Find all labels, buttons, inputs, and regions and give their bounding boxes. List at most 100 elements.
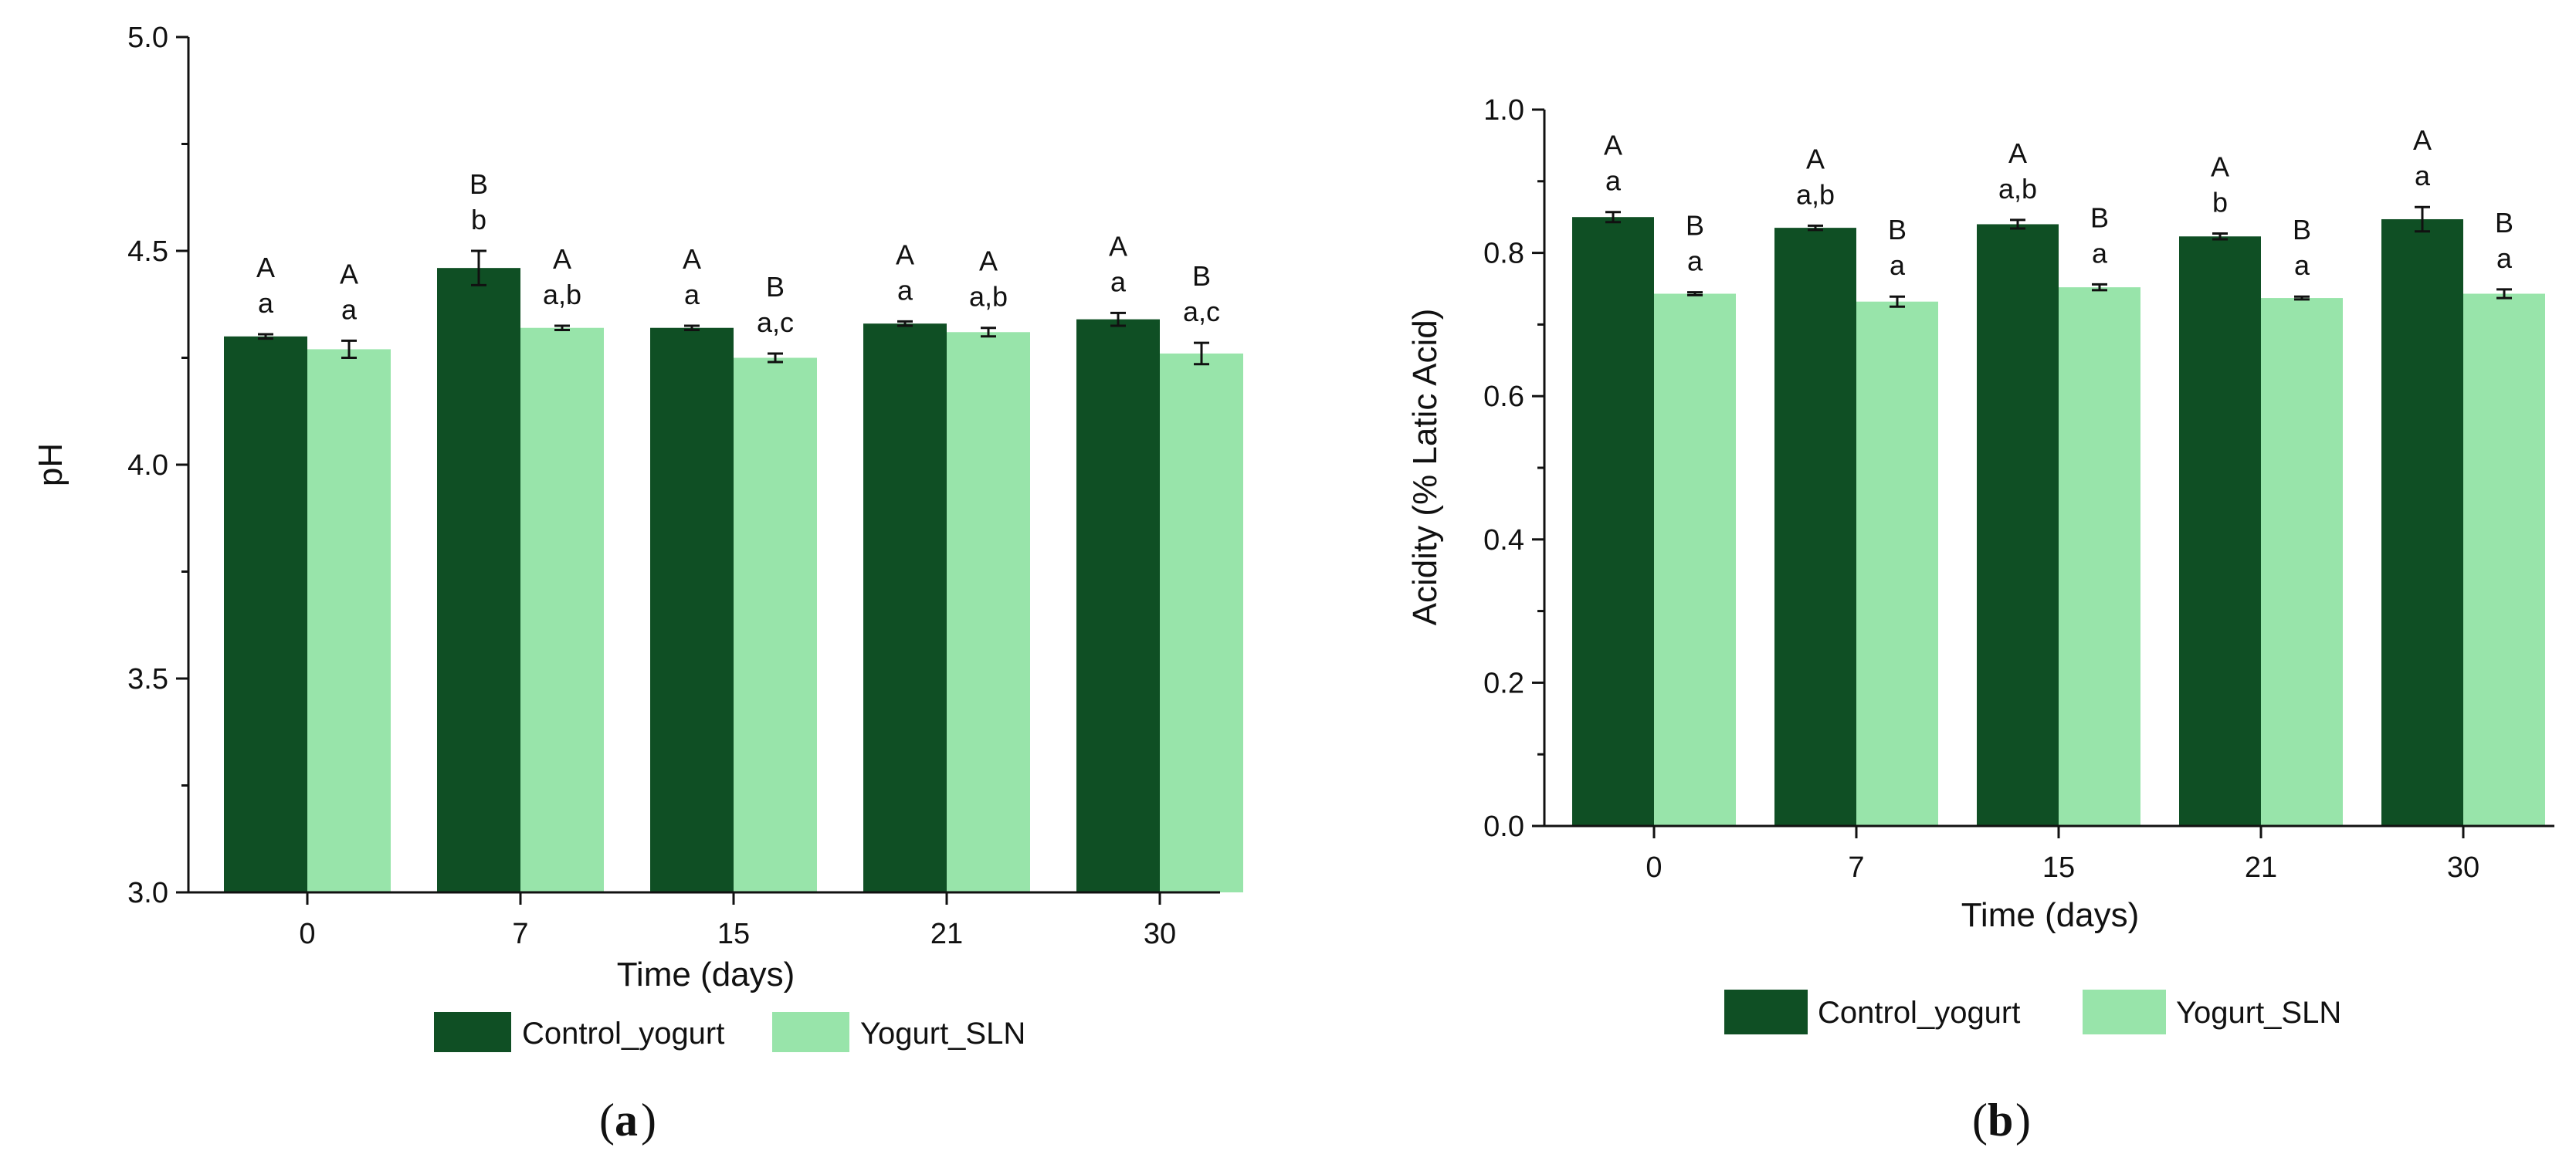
error-bar-control-day-21: [897, 320, 913, 327]
svg-text:): ): [2015, 1095, 2031, 1146]
sig-upper-sln-day-7: B: [1888, 214, 1907, 245]
panel-label-a: ( a ): [599, 1095, 656, 1146]
x-tick-label: 0: [1646, 851, 1662, 884]
sig-lower-sln-day-0: a: [1687, 245, 1703, 277]
sig-upper-control-day-7: A: [1806, 143, 1825, 174]
sig-lower-control-day-7: a,b: [1796, 178, 1835, 210]
sig-lower-control-day-30: a: [2415, 160, 2431, 191]
bar-control-day-15: [1977, 224, 2059, 827]
error-bar-sln-day-21: [2294, 295, 2310, 301]
sig-upper-sln-day-0: A: [340, 258, 358, 289]
axes-ph: 3.0 3.5 4.0 4.5 5.0 0 7 15 21 30: [127, 22, 1220, 950]
error-bar-control-day-0: [258, 333, 273, 340]
sig-lower-control-day-7: b: [471, 204, 486, 235]
legend-ph: Control_yogurt Yogurt_SLN: [434, 1012, 1025, 1052]
sig-upper-control-day-0: A: [1604, 130, 1622, 161]
sig-upper-sln-day-0: B: [1686, 210, 1704, 242]
axes-acidity: 0.0 0.2 0.4 0.6 0.8 1.0 0 7 15 21 30: [1483, 94, 2554, 884]
sig-upper-control-day-7: B: [469, 168, 488, 200]
x-tick-label: 21: [2245, 851, 2277, 884]
error-bars-acidity: [1605, 205, 2512, 308]
sig-lower-control-day-15: a,b: [1998, 173, 2037, 205]
x-tick-label: 0: [299, 918, 315, 950]
y-tick-label: 3.0: [127, 877, 168, 909]
panel-letter-b: b: [1988, 1095, 2013, 1146]
bar-sln-day-15: [2059, 287, 2140, 826]
sig-lower-sln-day-21: a: [2294, 249, 2310, 281]
x-tick-label: 15: [717, 918, 750, 950]
sig-lower-control-day-30: a: [1110, 266, 1127, 297]
panel-letter-a: a: [615, 1095, 638, 1146]
y-tick-label: 0.8: [1483, 238, 1524, 270]
error-bar-control-day-7: [1808, 224, 1823, 232]
panel-label-b: ( b ): [1972, 1095, 2031, 1146]
bar-sln-day-7: [520, 327, 604, 893]
sig-upper-sln-day-15: B: [766, 271, 785, 303]
bar-control-day-21: [2179, 236, 2261, 827]
sig-upper-control-day-30: A: [2413, 124, 2432, 156]
x-tick-label: 15: [2042, 851, 2075, 884]
svg-text:(: (: [1972, 1095, 1988, 1146]
sig-upper-sln-day-7: A: [553, 243, 571, 275]
sig-upper-sln-day-15: B: [2090, 201, 2109, 233]
error-bar-control-day-30: [2415, 205, 2430, 233]
y-tick-label: 1.0: [1483, 94, 1524, 127]
y-tick-label: 0.4: [1483, 524, 1524, 557]
bar-sln-day-30: [1160, 353, 1243, 893]
sig-lower-sln-day-15: a,c: [757, 306, 794, 338]
y-tick-label: 4.0: [127, 449, 168, 482]
sig-upper-sln-day-21: A: [979, 245, 998, 277]
bar-control-day-0: [1572, 217, 1654, 826]
error-bar-control-day-0: [1605, 211, 1621, 224]
error-bar-control-day-30: [1110, 311, 1126, 327]
y-tick-label: 3.5: [127, 663, 168, 696]
sig-lower-sln-day-30: a: [2496, 242, 2513, 274]
error-bar-sln-day-0: [1687, 291, 1703, 296]
x-axis-label-ph: Time (days): [617, 956, 795, 993]
error-bar-sln-day-0: [341, 339, 357, 359]
sig-lower-sln-day-30: a,c: [1183, 296, 1220, 327]
sig-upper-control-day-21: A: [2211, 151, 2229, 183]
bar-control-day-21: [863, 323, 947, 892]
sig-lower-sln-day-7: a,b: [543, 279, 581, 310]
bar-sln-day-0: [307, 349, 391, 892]
error-bar-control-day-7: [471, 249, 486, 286]
sig-lower-control-day-0: a: [258, 287, 274, 319]
sig-lower-control-day-21: a: [897, 274, 913, 306]
y-tick-label: 5.0: [127, 22, 168, 54]
y-tick-label: 0.0: [1483, 811, 1524, 843]
x-tick-label: 30: [2447, 851, 2479, 884]
legend-label-control: Control_yogurt: [522, 1017, 724, 1051]
bar-sln-day-15: [734, 357, 817, 892]
x-tick-label: 7: [1848, 851, 1864, 884]
bar-sln-day-0: [1654, 293, 1736, 827]
x-tick-label: 21: [930, 918, 963, 950]
legend-label-sln: Yogurt_SLN: [2176, 996, 2341, 1030]
legend-swatch-control: [1724, 990, 1808, 1034]
y-tick-label: 4.5: [127, 235, 168, 268]
sig-lower-control-day-15: a: [684, 279, 700, 310]
y-tick-label: 0.6: [1483, 381, 1524, 413]
sig-upper-control-day-30: A: [1109, 230, 1127, 262]
bar-control-day-30: [2381, 218, 2463, 826]
legend-acidity: Control_yogurt Yogurt_SLN: [1724, 990, 2341, 1034]
legend-label-sln: Yogurt_SLN: [860, 1017, 1025, 1051]
sig-upper-control-day-15: A: [2008, 137, 2027, 169]
legend-swatch-sln: [772, 1012, 849, 1052]
sig-lower-sln-day-7: a: [1890, 249, 1906, 281]
error-bar-control-day-21: [2212, 232, 2228, 241]
y-axis-label-acidity: Acidity (% Latic Acid): [1406, 309, 1444, 626]
bars-ph: [224, 268, 1243, 893]
bar-sln-day-21: [947, 332, 1030, 892]
bar-sln-day-30: [2463, 293, 2545, 827]
sig-upper-control-day-0: A: [256, 252, 275, 283]
bar-control-day-7: [437, 268, 520, 892]
error-bar-sln-day-7: [554, 324, 570, 331]
y-tick-label: 0.2: [1483, 667, 1524, 699]
error-bar-sln-day-30: [2496, 288, 2512, 300]
error-bar-sln-day-15: [2092, 283, 2107, 292]
sig-lower-sln-day-21: a,b: [969, 281, 1008, 313]
error-bar-sln-day-7: [1890, 295, 1905, 308]
